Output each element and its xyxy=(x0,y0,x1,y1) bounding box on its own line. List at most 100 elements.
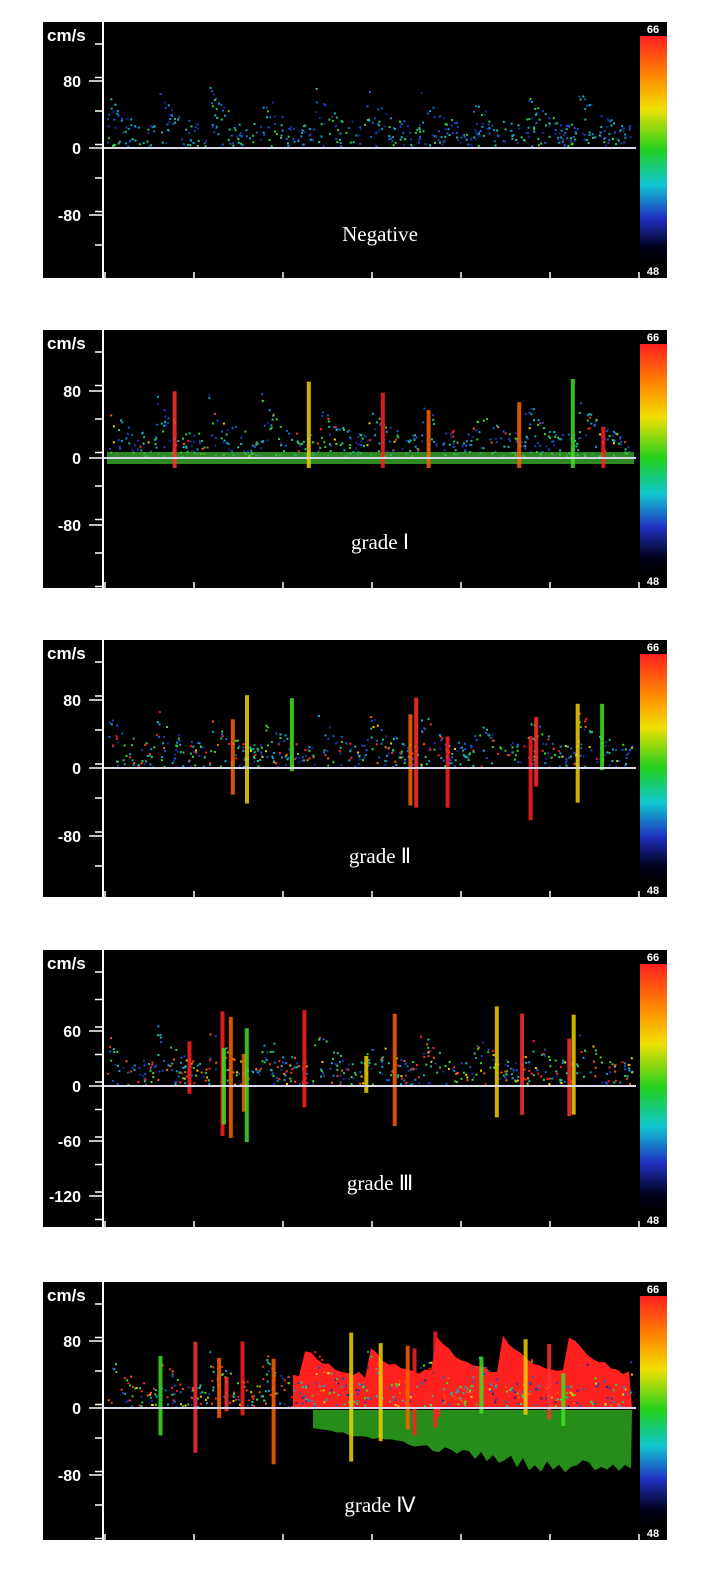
speckle xyxy=(475,105,477,108)
speckle xyxy=(467,433,470,436)
speckle xyxy=(414,445,417,448)
speckle xyxy=(255,1398,258,1401)
speckle xyxy=(175,748,178,751)
speckle xyxy=(228,743,231,745)
speckle xyxy=(331,1081,333,1084)
speckle xyxy=(389,1400,392,1403)
speckle xyxy=(332,735,335,738)
speckle xyxy=(117,1064,119,1067)
speckle xyxy=(623,1065,626,1068)
speckle xyxy=(442,1402,445,1405)
speckle xyxy=(480,765,483,768)
speckle xyxy=(233,1059,236,1061)
speckle xyxy=(513,1396,516,1399)
speckle xyxy=(439,1066,442,1069)
speckle xyxy=(373,428,376,431)
speckle xyxy=(179,1383,182,1386)
speckle xyxy=(299,445,302,447)
speckle xyxy=(400,750,403,753)
speckle xyxy=(432,1046,435,1049)
speckle xyxy=(608,751,611,754)
speckle xyxy=(141,1401,144,1404)
speckle xyxy=(150,748,153,751)
speckle xyxy=(190,125,193,128)
speckle xyxy=(278,742,281,745)
speckle xyxy=(477,1046,480,1049)
speckle xyxy=(443,1401,446,1404)
speckle xyxy=(416,128,419,131)
speckle xyxy=(570,123,573,126)
speckle xyxy=(293,140,296,143)
speckle xyxy=(403,762,406,764)
speckle xyxy=(297,450,300,453)
speckle xyxy=(297,442,300,445)
speckle xyxy=(270,1069,273,1072)
speckle xyxy=(149,450,152,453)
speckle xyxy=(379,1058,382,1061)
speckle xyxy=(389,426,392,429)
speckle xyxy=(444,1065,447,1067)
speckle xyxy=(398,752,401,754)
speckle xyxy=(534,113,537,116)
speckle xyxy=(509,1381,511,1384)
speckle xyxy=(523,1068,526,1071)
speckle xyxy=(311,441,314,444)
speckle xyxy=(121,421,124,424)
speckle xyxy=(226,1079,229,1082)
speckle xyxy=(348,1063,350,1066)
speckle xyxy=(474,129,477,132)
speckle xyxy=(368,1059,371,1062)
speckle xyxy=(433,116,436,119)
speckle xyxy=(242,746,245,749)
speckle xyxy=(463,442,465,445)
speckle xyxy=(444,1385,447,1388)
speckle xyxy=(123,744,126,747)
speckle xyxy=(389,136,392,139)
speckle xyxy=(213,412,216,415)
speckle xyxy=(403,1060,406,1062)
speckle xyxy=(482,419,485,422)
speckle xyxy=(385,430,388,433)
speckle xyxy=(464,450,467,453)
speckle xyxy=(134,1387,137,1390)
speckle xyxy=(154,1389,157,1392)
speckle xyxy=(118,1070,121,1072)
speckle xyxy=(117,764,120,767)
speckle xyxy=(367,1350,370,1353)
speckle xyxy=(502,1074,505,1077)
speckle xyxy=(179,1071,182,1074)
speckle xyxy=(211,1380,214,1383)
speckle xyxy=(110,107,113,110)
speckle xyxy=(345,1394,348,1397)
speckle xyxy=(471,1078,474,1081)
speckle xyxy=(138,1067,141,1069)
speckle xyxy=(204,1079,207,1082)
speckle xyxy=(298,757,301,760)
spike xyxy=(575,703,580,803)
speckle xyxy=(564,745,567,748)
speckle xyxy=(490,1383,492,1386)
speckle xyxy=(399,1083,402,1086)
grade-label: grade Ⅲ xyxy=(347,1171,413,1195)
speckle xyxy=(133,1064,136,1067)
speckle xyxy=(381,738,384,741)
speckle xyxy=(588,134,591,137)
speckle xyxy=(297,138,300,141)
speckle xyxy=(544,1071,547,1073)
speckle xyxy=(184,1404,187,1407)
speckle xyxy=(403,120,406,123)
speckle xyxy=(547,752,550,755)
speckle xyxy=(124,130,127,133)
speckle xyxy=(157,1079,160,1081)
speckle xyxy=(174,753,177,756)
speckle xyxy=(189,144,192,147)
speckle xyxy=(318,1392,320,1395)
speckle xyxy=(267,1370,270,1373)
speckle xyxy=(312,756,315,759)
speckle xyxy=(182,751,185,754)
speckle xyxy=(269,1394,272,1397)
speckle xyxy=(545,743,548,746)
speckle xyxy=(288,748,291,751)
speckle xyxy=(164,420,166,423)
speckle xyxy=(255,441,258,444)
